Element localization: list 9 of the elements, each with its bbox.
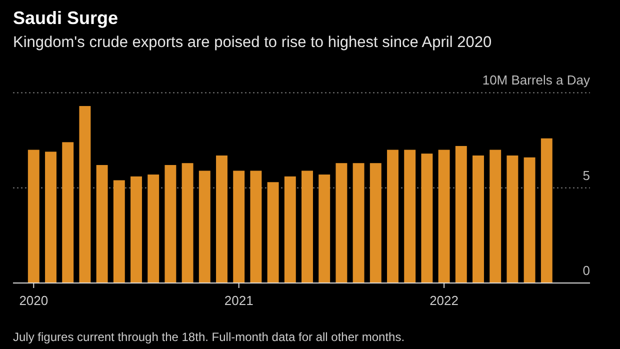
x-tick-label: 2022 bbox=[430, 293, 459, 308]
x-tick-label: 2020 bbox=[19, 293, 48, 308]
chart-subtitle: Kingdom's crude exports are poised to rise to highest since April 2020 bbox=[13, 34, 492, 51]
y-tick-label: 5 bbox=[582, 168, 590, 183]
text: July figures current through the 18th. Full-month data for all other months. bbox=[13, 330, 405, 344]
y-tick-label: 0 bbox=[582, 263, 590, 278]
x-tick-label: 2021 bbox=[224, 293, 254, 308]
y-tick-label: 10M Barrels a Day bbox=[482, 72, 590, 88]
chart-title: Saudi Surge bbox=[13, 8, 118, 28]
